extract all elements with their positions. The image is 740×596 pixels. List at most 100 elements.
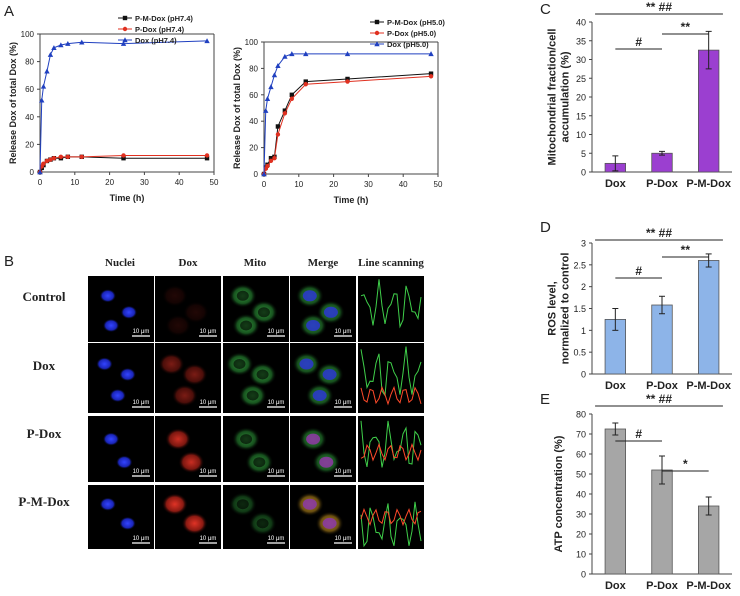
data-point	[37, 169, 43, 175]
scale-bar-label: 10 μm	[268, 469, 285, 475]
mito-void	[256, 518, 269, 529]
scale-bar-label: 10 μm	[335, 400, 352, 406]
data-point	[428, 51, 434, 57]
y-tick-label: 5	[581, 149, 586, 159]
y-tick-label: 100	[21, 30, 35, 39]
dox-signal	[161, 493, 188, 516]
bar	[651, 304, 673, 375]
y-tick-label: 2.5	[573, 260, 586, 270]
column-header: Mito	[244, 257, 267, 269]
bar	[698, 505, 720, 575]
nucleus	[120, 305, 137, 319]
data-point	[51, 45, 57, 50]
x-tick-label: 30	[140, 178, 149, 187]
data-point	[65, 40, 71, 46]
micrograph-panel	[88, 485, 154, 549]
y-axis-label: ROS level,	[547, 281, 559, 335]
x-tick-label: 50	[210, 178, 219, 187]
data-point	[39, 97, 45, 103]
merge-nucleus	[322, 517, 337, 529]
data-point	[303, 82, 308, 87]
data-point	[65, 154, 71, 160]
nucleus	[99, 497, 116, 511]
y-tick-label: 2	[581, 282, 586, 292]
data-point	[58, 154, 64, 160]
significance-label: **	[681, 243, 691, 257]
column-header: Dox	[179, 257, 198, 269]
atp-chart: 0 10 20 30 40 50 60 70 80 Dox P-Dox P-M-Dox ATP conc…	[553, 392, 732, 592]
y-tick-label: 20	[25, 140, 34, 149]
significance-label: ** ##	[646, 0, 672, 14]
micrograph-panel	[358, 485, 424, 549]
nucleus	[109, 389, 126, 402]
category-label: P-M-Dox	[686, 380, 731, 392]
scale-bar-label: 10 μm	[200, 400, 217, 406]
data-point	[79, 154, 84, 160]
line-scan-red	[360, 442, 422, 462]
row-label: Dox	[33, 358, 56, 373]
y-tick-label: 80	[249, 64, 258, 73]
data-point	[44, 158, 50, 164]
legend-label: P-M-Dox (pH5.0)	[387, 18, 445, 27]
column-header: Line scanning	[358, 257, 424, 269]
y-tick-label: 15	[576, 111, 586, 121]
merge-nucleus	[306, 320, 321, 331]
x-tick-label: 0	[262, 180, 267, 189]
series	[37, 38, 210, 175]
scale-bar-label: 10 μm	[335, 329, 352, 335]
y-tick-label: 0.5	[573, 348, 586, 358]
mito-void	[246, 390, 259, 401]
data-point	[282, 111, 288, 116]
y-tick-label: 0	[581, 570, 586, 580]
series-line	[263, 53, 432, 175]
data-point	[51, 156, 57, 161]
data-point	[263, 107, 269, 113]
data-point	[204, 38, 210, 44]
significance-label: #	[635, 264, 642, 278]
data-point	[268, 84, 274, 90]
y-tick-label: 0	[254, 170, 259, 179]
scale-bar-label: 10 μm	[200, 536, 217, 542]
y-tick-label: 40	[576, 490, 586, 500]
row-label: P-Dox	[27, 426, 62, 441]
y-tick-label: 70	[576, 430, 586, 440]
nucleus	[96, 357, 113, 371]
merge-nucleus	[302, 290, 317, 302]
merge-nucleus	[323, 306, 338, 318]
data-point	[58, 42, 64, 48]
y-tick-label: 60	[576, 450, 586, 460]
y-tick-label: 25	[576, 74, 586, 84]
data-point	[122, 15, 128, 21]
dox-signal	[165, 314, 192, 337]
data-point	[122, 37, 128, 43]
series	[261, 71, 434, 177]
row-label: P-M-Dox	[18, 494, 70, 509]
bar	[651, 152, 673, 173]
y-axis-label: Mitochondrial fraction/cell	[547, 29, 559, 166]
x-tick-label: 20	[105, 178, 114, 187]
category-label: P-M-Dox	[686, 178, 731, 190]
y-tick-label: 1.5	[573, 304, 586, 314]
scale-bar-label: 10 μm	[133, 536, 150, 542]
scale-bar-label: 10 μm	[335, 536, 352, 542]
x-tick-label: 40	[175, 178, 184, 187]
panel-label-e: E	[540, 391, 550, 408]
bar	[651, 469, 673, 575]
dox-signal	[181, 512, 208, 535]
y-tick-label: 20	[576, 530, 586, 540]
micrograph-panel	[88, 416, 154, 482]
data-point	[204, 153, 210, 158]
mito-void	[257, 307, 270, 318]
y-tick-label: 3	[581, 239, 586, 249]
y-tick-label: 60	[25, 85, 34, 94]
y-axis-label: accumulation (%)	[560, 51, 572, 142]
category-label: Dox	[605, 380, 627, 392]
data-point	[121, 153, 126, 158]
data-point	[47, 52, 54, 57]
merge-nucleus	[302, 498, 317, 510]
scale-bar-label: 10 μm	[268, 329, 285, 335]
y-tick-label: 20	[576, 93, 586, 103]
dox-signal	[181, 363, 208, 386]
y-tick-label: 30	[576, 510, 586, 520]
